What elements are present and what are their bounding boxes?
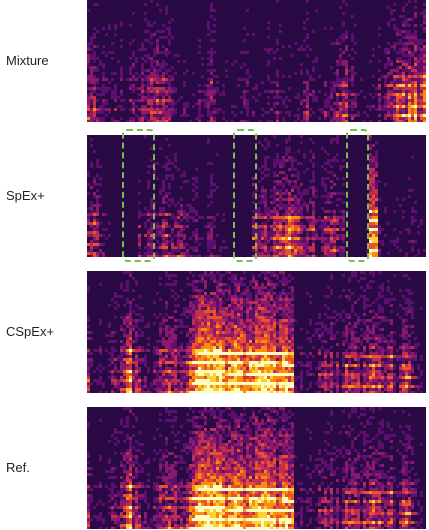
row-label-ref: Ref. xyxy=(6,460,30,475)
spectrogram-cspexplus xyxy=(87,271,426,393)
highlight-box-3 xyxy=(346,129,369,262)
spectrogram-mixture-image xyxy=(87,0,426,122)
spectrogram-ref xyxy=(87,407,426,529)
highlight-box-1 xyxy=(122,129,155,262)
spectrogram-mixture xyxy=(87,0,426,122)
row-label-cspexplus: CSpEx+ xyxy=(6,324,55,339)
spectrogram-ref-image xyxy=(87,407,426,529)
row-label-mixture: Mixture xyxy=(6,53,49,68)
row-label-spexplus: SpEx+ xyxy=(6,188,45,203)
highlight-box-2 xyxy=(233,129,257,262)
spectrogram-cspexplus-image xyxy=(87,271,426,393)
